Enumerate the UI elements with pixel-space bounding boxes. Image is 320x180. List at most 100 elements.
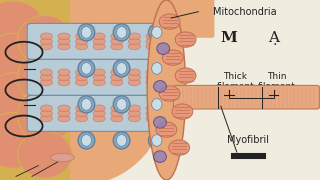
Ellipse shape	[128, 79, 140, 86]
Ellipse shape	[148, 96, 165, 113]
Ellipse shape	[0, 73, 42, 129]
FancyBboxPatch shape	[27, 23, 171, 59]
Ellipse shape	[93, 38, 105, 45]
Ellipse shape	[78, 24, 95, 41]
Ellipse shape	[111, 69, 123, 76]
Ellipse shape	[128, 105, 140, 112]
Ellipse shape	[0, 1, 42, 42]
Ellipse shape	[18, 131, 72, 178]
Ellipse shape	[146, 105, 158, 112]
Ellipse shape	[154, 117, 166, 128]
Ellipse shape	[78, 132, 95, 149]
Ellipse shape	[128, 38, 140, 45]
Ellipse shape	[147, 0, 186, 180]
Ellipse shape	[76, 115, 88, 122]
Ellipse shape	[0, 112, 42, 168]
Ellipse shape	[76, 74, 88, 81]
Ellipse shape	[76, 105, 88, 112]
FancyBboxPatch shape	[0, 0, 70, 180]
Ellipse shape	[76, 43, 88, 50]
Ellipse shape	[128, 43, 140, 50]
Ellipse shape	[40, 115, 52, 122]
Ellipse shape	[146, 115, 158, 122]
Ellipse shape	[18, 50, 72, 105]
Ellipse shape	[93, 69, 105, 76]
Text: Ạ: Ạ	[268, 31, 279, 45]
Ellipse shape	[116, 27, 127, 38]
Ellipse shape	[58, 38, 70, 45]
Ellipse shape	[40, 79, 52, 86]
Ellipse shape	[111, 110, 123, 117]
Ellipse shape	[148, 24, 165, 41]
Ellipse shape	[146, 38, 158, 45]
Ellipse shape	[76, 79, 88, 86]
Ellipse shape	[159, 86, 180, 101]
Ellipse shape	[58, 110, 70, 117]
Ellipse shape	[111, 43, 123, 50]
Ellipse shape	[93, 115, 105, 122]
FancyBboxPatch shape	[173, 85, 319, 109]
Ellipse shape	[116, 99, 127, 110]
Ellipse shape	[40, 38, 52, 45]
Ellipse shape	[159, 14, 180, 29]
Ellipse shape	[154, 81, 166, 92]
Ellipse shape	[128, 74, 140, 81]
Ellipse shape	[152, 27, 162, 38]
Ellipse shape	[40, 105, 52, 112]
Ellipse shape	[113, 132, 130, 149]
Ellipse shape	[116, 135, 127, 146]
Ellipse shape	[58, 33, 70, 40]
Ellipse shape	[81, 27, 92, 38]
Ellipse shape	[58, 69, 70, 76]
Ellipse shape	[0, 33, 42, 89]
Ellipse shape	[163, 50, 183, 65]
Ellipse shape	[111, 105, 123, 112]
Ellipse shape	[175, 68, 196, 83]
Ellipse shape	[128, 115, 140, 122]
Ellipse shape	[81, 135, 92, 146]
Ellipse shape	[18, 87, 72, 143]
Ellipse shape	[148, 132, 165, 149]
Ellipse shape	[156, 122, 177, 137]
Text: Thin
filament: Thin filament	[258, 72, 296, 91]
Ellipse shape	[78, 96, 95, 113]
Ellipse shape	[128, 33, 140, 40]
Ellipse shape	[152, 99, 162, 110]
Ellipse shape	[154, 151, 166, 162]
FancyBboxPatch shape	[27, 59, 171, 95]
Ellipse shape	[157, 43, 170, 55]
Ellipse shape	[111, 79, 123, 86]
Ellipse shape	[146, 69, 158, 76]
Ellipse shape	[58, 43, 70, 50]
Ellipse shape	[146, 74, 158, 81]
Ellipse shape	[93, 74, 105, 81]
Ellipse shape	[76, 38, 88, 45]
Ellipse shape	[81, 99, 92, 110]
Ellipse shape	[116, 63, 127, 74]
FancyBboxPatch shape	[27, 95, 171, 131]
Ellipse shape	[58, 79, 70, 86]
Ellipse shape	[152, 135, 162, 146]
Ellipse shape	[81, 63, 92, 74]
Ellipse shape	[93, 43, 105, 50]
Ellipse shape	[169, 140, 190, 155]
Ellipse shape	[58, 115, 70, 122]
Ellipse shape	[40, 33, 52, 40]
Ellipse shape	[146, 79, 158, 86]
Ellipse shape	[93, 105, 105, 112]
Ellipse shape	[58, 105, 70, 112]
Ellipse shape	[146, 43, 158, 50]
Ellipse shape	[18, 15, 72, 64]
Ellipse shape	[76, 69, 88, 76]
Text: Thick
filament: Thick filament	[216, 72, 254, 91]
Ellipse shape	[111, 38, 123, 45]
Ellipse shape	[0, 0, 168, 180]
Ellipse shape	[78, 60, 95, 77]
Ellipse shape	[111, 74, 123, 81]
Ellipse shape	[40, 43, 52, 50]
Ellipse shape	[152, 63, 162, 74]
Text: Mitochondria: Mitochondria	[213, 7, 276, 17]
Text: Myofibril: Myofibril	[227, 135, 269, 145]
Ellipse shape	[113, 24, 130, 41]
Ellipse shape	[172, 104, 193, 119]
